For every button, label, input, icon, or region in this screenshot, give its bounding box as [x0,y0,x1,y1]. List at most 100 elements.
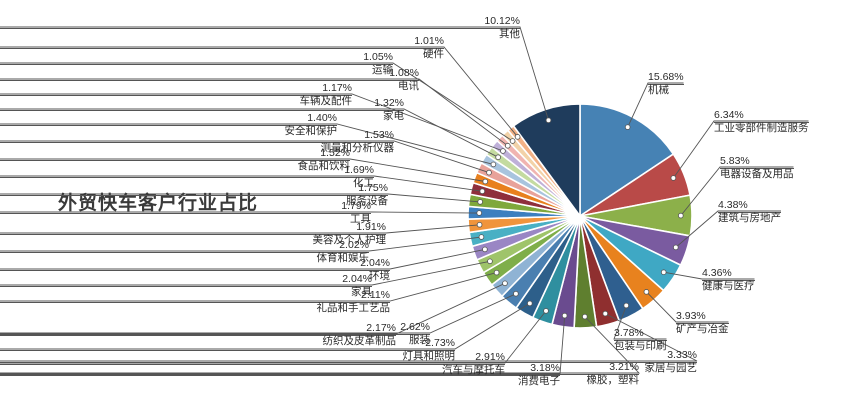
leader-dot [478,234,485,240]
leader-line [0,62,513,142]
pie-label: 5.83% 电器设备及用品 [720,155,794,180]
leader-line [0,93,504,152]
leader-dot [670,175,677,181]
leader-dot [509,138,516,144]
pie-label: 6.34% 工业零部件制造服务 [714,109,809,134]
pie-label: 2.02% 体育和娱乐 [0,239,369,264]
leader-dots [476,117,684,320]
pie-label-category: 工具 [350,212,371,225]
pie-label-category: 家具 [351,285,372,298]
leader-dot [493,269,500,276]
pie-label: 2.91% 汽车与摩托车 [0,351,505,376]
leader-dot [623,302,630,309]
pie-label: 4.38% 建筑与房地产 [718,199,781,224]
leader-dot [482,246,488,253]
pie-label-value: 3.21% [0,361,639,375]
pie-label: 2.11% 礼品和手工艺品 [0,289,390,314]
pie-label-category: 电讯 [398,79,419,92]
pie-label: 1.32% 家电 [0,97,404,122]
pie-label: 1.53% 测量和分析仪器 [0,129,395,154]
pie-label-category: 食品和饮料 [297,159,351,172]
leader-line [627,82,684,128]
pie-label-category: 车辆及配件 [299,94,353,107]
pie-label-value: 1.79% [0,200,371,214]
pie-label-value: 1.75% [0,182,388,196]
pie-label-value: 1.52% [0,147,350,161]
pie-label-value: 1.69% [0,164,374,178]
leader-line [0,46,518,138]
leader-dot [487,258,493,265]
pie-label-category: 服装 [409,333,430,346]
leader-dot [660,269,667,275]
leader-dot [482,178,489,185]
pie-slice[interactable] [579,103,675,218]
pie-label-category: 安全和保护 [284,124,338,137]
pie-label-value: 1.01% [0,35,444,49]
leader-line [0,316,641,374]
pie-label-category: 纺织及皮革制品 [322,334,397,347]
leader-line [613,305,667,340]
pie-label-category: 包装与印刷 [614,339,667,352]
pie-label: 1.01% 硬件 [0,35,444,60]
leader-dot [545,117,552,124]
leader-dot [502,280,508,287]
pie-label: 2.62% 服装 [0,321,430,346]
leader-line [0,123,494,165]
pie-label-value: 2.17% [0,322,396,336]
leader-dot [543,308,549,314]
leader-line [0,193,481,203]
pie-label-category: 健康与医疗 [702,279,755,292]
leader-line [0,313,698,362]
leader-line [0,303,531,350]
pie-label: 3.21% 橡胶，塑料 [0,361,639,386]
pie-label-category: 硬件 [423,47,444,60]
pie-label-value: 5.83% [720,155,794,169]
pie-label-value: 1.17% [0,82,352,96]
pie-label: 1.17% 车辆及配件 [0,82,353,107]
leader-dot [514,134,521,140]
leader-dot [602,310,609,317]
leader-dot [476,221,483,228]
pie-label-category: 电器设备及用品 [720,167,794,180]
pie-label: 3.18% 消费电子 [0,362,560,387]
pie-slices [467,103,693,329]
pie-label-value: 4.36% [702,267,755,281]
leader-line [680,166,794,216]
pie-label-category: 其他 [499,27,520,40]
leader-dot [490,161,497,168]
leader-line [0,260,491,286]
pie-label-value: 6.34% [714,109,809,123]
pie-label-category: 消费电子 [518,374,560,387]
leader-line [0,248,485,270]
leader-line [0,211,480,214]
pie-label-category: 化工 [353,176,374,189]
leader-dot [643,289,650,295]
pie-label-category: 美容及个人护理 [312,233,387,246]
pie-label-value: 4.38% [718,199,781,213]
pie-label: 1.05% 运输 [0,51,393,76]
leader-line [663,271,755,280]
leader-dot [677,212,684,219]
pie-label: 2.17% 纺织及皮革制品 [0,322,397,347]
leader-dot [624,124,631,130]
pie-label-category: 测量和分析仪器 [320,141,395,154]
pie-label-category: 建筑与房地产 [718,211,781,224]
pie-label: 2.73% 灯具和照明 [0,337,455,362]
leader-dot [513,290,519,297]
leader-line [646,291,729,323]
pie-label: 1.40% 安全和保护 [0,112,338,137]
pie-label-value: 1.91% [0,221,386,235]
leader-lines [0,26,809,375]
leader-dot [672,244,679,251]
pie-label: 1.08% 电讯 [0,67,419,92]
pie-label: 4.36% 健康与医疗 [702,267,755,292]
leader-line [0,236,482,252]
pie-label-value: 1.08% [0,67,419,81]
pie-label-category: 机械 [648,83,669,96]
leader-dot [500,148,506,154]
pie-label-value: 2.11% [0,289,390,303]
leader-dot [479,188,486,195]
pie-label: 1.91% 美容及个人护理 [0,221,387,246]
